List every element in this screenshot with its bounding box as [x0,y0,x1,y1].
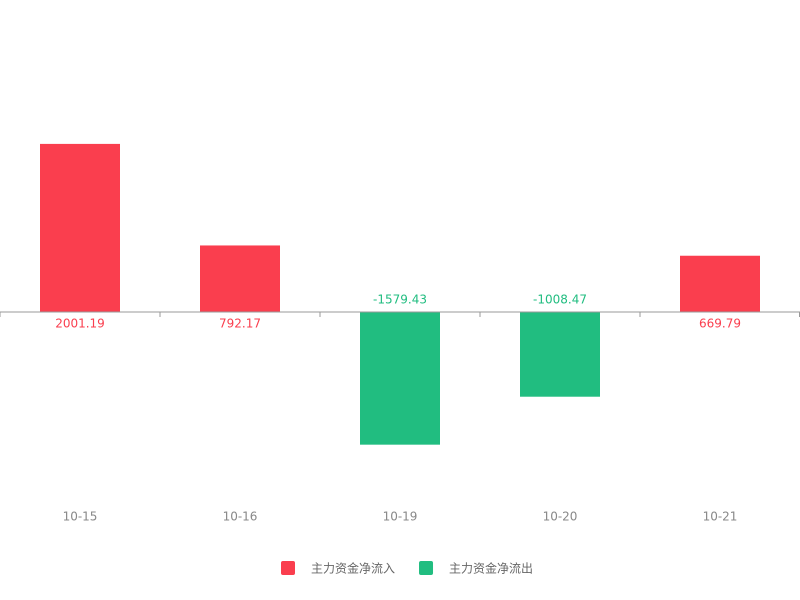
value-label: 2001.19 [55,317,105,331]
bar [40,143,120,312]
bar [680,255,760,312]
value-label: -1008.47 [533,293,587,307]
x-tick-label: 10-19 [383,510,418,524]
x-tick-label: 10-15 [63,510,98,524]
x-tick-label: 10-21 [703,510,738,524]
legend-swatch [419,561,434,575]
legend-label: 主力资金净流出 [449,561,533,576]
bar [200,245,280,312]
value-label: -1579.43 [373,293,427,307]
legend-swatch [281,561,295,575]
bar [520,312,600,397]
x-tick-label: 10-16 [223,510,258,524]
x-tick-label: 10-20 [543,510,578,524]
value-label: 792.17 [219,317,261,331]
legend-label: 主力资金净流入 [311,561,395,576]
bar [360,312,440,445]
value-label: 669.79 [699,317,741,331]
